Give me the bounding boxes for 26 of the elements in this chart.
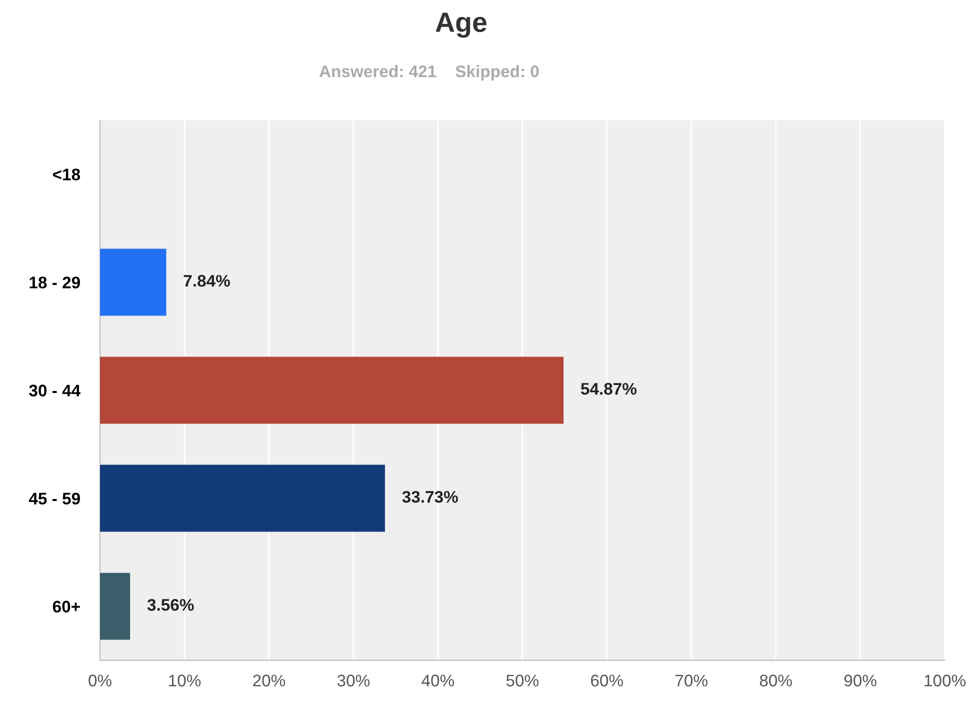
x-tick-label: 10%: [169, 674, 201, 686]
x-tick-label: 30%: [337, 674, 370, 686]
data-label: 7.84%: [184, 274, 230, 287]
y-tick-label: 60+: [52, 600, 80, 613]
y-tick-label: 18 - 29: [30, 276, 80, 288]
bar: [100, 464, 385, 532]
chart-title: Age: [436, 12, 487, 38]
x-tick-label: 70%: [676, 674, 708, 686]
x-tick-label: 60%: [591, 674, 623, 686]
bar: [100, 248, 166, 316]
bar: [100, 572, 130, 640]
x-tick-label: 50%: [506, 674, 538, 686]
chart-subtitle: Answered: 421 Skipped: 0: [319, 65, 539, 81]
y-tick-label: <18: [53, 168, 80, 180]
data-label: 3.56%: [147, 598, 194, 611]
x-tick-label: 20%: [253, 674, 286, 686]
x-tick-label: 0%: [88, 674, 112, 686]
x-tick-label: 90%: [844, 674, 876, 686]
y-tick-label: 30 - 44: [29, 384, 80, 396]
x-tick-label: 40%: [422, 674, 454, 686]
bar: [100, 356, 564, 424]
x-tick-label: 100%: [924, 674, 966, 686]
data-label: 33.73%: [402, 490, 458, 503]
x-tick-label: 80%: [760, 674, 792, 686]
data-label: 54.87%: [580, 382, 637, 395]
y-tick-label: 45 - 59: [28, 492, 80, 504]
